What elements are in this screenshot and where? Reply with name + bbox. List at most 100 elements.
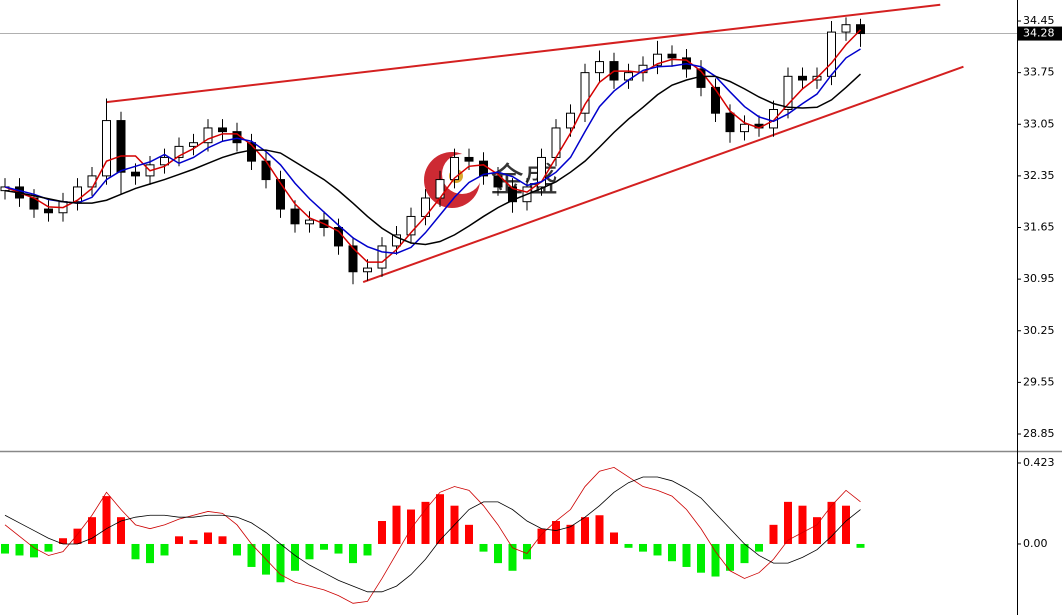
candle-body — [377, 245, 387, 269]
y-tick-label: 29.55 — [1023, 375, 1055, 388]
histogram-bar — [59, 538, 67, 544]
candle-body — [798, 75, 807, 81]
histogram-bar — [479, 543, 488, 552]
y-tick-label: 30.95 — [1023, 272, 1055, 285]
candle-body — [73, 186, 82, 203]
histogram-bar — [15, 543, 24, 556]
histogram-bar — [175, 536, 183, 544]
candle-body — [290, 208, 300, 225]
histogram-bar — [146, 543, 154, 564]
histogram-bar — [247, 543, 256, 567]
histogram-bar — [436, 494, 444, 544]
histogram-bar — [465, 524, 473, 544]
candle-body — [348, 245, 358, 273]
histogram-bar — [73, 528, 82, 544]
candle-body — [276, 179, 285, 210]
histogram-bar — [566, 524, 575, 544]
histogram-bar — [581, 517, 589, 544]
candle-body — [493, 175, 503, 188]
histogram-bar — [668, 543, 676, 562]
y-tick-label: 32.35 — [1023, 169, 1055, 182]
candle-body — [508, 186, 517, 203]
candle-body — [464, 156, 474, 162]
y-tick-label: 33.75 — [1023, 66, 1055, 79]
histogram-bar — [813, 517, 821, 544]
histogram-bar — [117, 517, 125, 544]
histogram-bar — [653, 543, 662, 556]
candle-body — [450, 156, 459, 181]
candle-body — [261, 160, 271, 181]
histogram-bar — [610, 532, 618, 544]
moving-average — [4, 48, 861, 255]
histogram-bar — [102, 496, 111, 544]
candle-body — [827, 31, 836, 77]
macd-line — [4, 466, 861, 604]
histogram-bar — [784, 501, 792, 544]
histogram-bar — [726, 543, 734, 571]
histogram-bar — [30, 543, 38, 558]
candle-body — [363, 267, 372, 273]
macd-line — [4, 476, 861, 593]
candle-body — [740, 123, 749, 133]
histogram-bar — [291, 543, 299, 571]
candle-body — [189, 142, 198, 147]
histogram-bar — [508, 543, 517, 571]
histogram-bar — [160, 543, 169, 556]
candle-body — [87, 175, 97, 188]
candle-body — [116, 120, 126, 173]
candle-body — [841, 24, 851, 33]
histogram-bar — [769, 524, 778, 544]
candle-body — [595, 61, 604, 74]
y-tick-label: 0.423 — [1023, 456, 1055, 469]
histogram-bar — [378, 521, 386, 544]
histogram-bar — [363, 543, 372, 556]
candle-body — [305, 219, 314, 225]
histogram-bar — [334, 543, 343, 554]
y-tick-label: 31.65 — [1023, 221, 1055, 234]
candle-body — [566, 112, 575, 129]
last-price-box — [1018, 26, 1062, 41]
histogram-bar — [218, 536, 227, 544]
histogram-bar — [798, 505, 807, 544]
candle-body — [580, 72, 590, 114]
histogram-bar — [711, 543, 720, 577]
y-tick-label: 34.45 — [1023, 14, 1055, 27]
candle-body — [653, 53, 662, 66]
trendline — [106, 3, 941, 104]
candle-body — [102, 120, 111, 177]
histogram-bar — [320, 543, 328, 550]
histogram-bar — [88, 517, 96, 544]
candle-body — [856, 24, 865, 35]
y-tick-label: 28.85 — [1023, 427, 1055, 440]
last-price-label: 34.28 — [1023, 27, 1055, 40]
histogram-bar — [44, 543, 53, 552]
histogram-bar — [523, 543, 531, 560]
histogram-bar — [740, 543, 749, 564]
candle-body — [696, 68, 706, 88]
histogram-bar — [697, 543, 705, 573]
histogram-bar — [421, 501, 430, 544]
histogram-bar — [856, 543, 865, 548]
moving-average — [4, 73, 862, 246]
histogram-bar — [595, 515, 604, 544]
candle-body — [392, 234, 401, 247]
histogram-bar — [552, 521, 560, 544]
histogram-bar — [276, 543, 285, 583]
histogram-bar — [537, 528, 546, 544]
candle-body — [769, 109, 778, 129]
histogram-bar — [392, 505, 401, 544]
histogram-bar — [755, 543, 763, 552]
candle-body — [203, 127, 213, 144]
histogram-bar — [1, 543, 9, 554]
histogram-bar — [639, 543, 647, 552]
candle-body — [406, 215, 416, 236]
moving-average — [4, 29, 862, 263]
y-tick-label: 0.00 — [1023, 537, 1048, 550]
y-tick-label: 30.25 — [1023, 324, 1055, 337]
candle-body — [218, 127, 227, 133]
candle-body — [174, 145, 184, 158]
histogram-bar — [827, 501, 836, 544]
candle-body — [160, 156, 169, 166]
